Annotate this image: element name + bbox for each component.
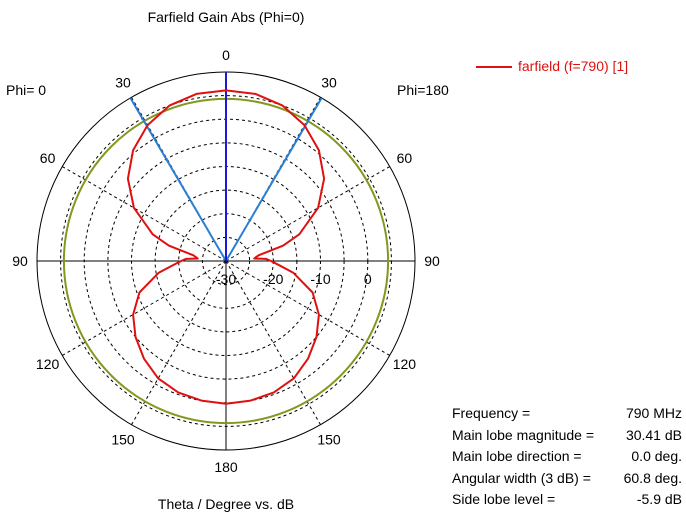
summary-label: Main lobe direction = <box>452 448 582 464</box>
angle-tick-label: 90 <box>12 253 28 269</box>
angle-tick-label: 150 <box>317 431 341 447</box>
grid-spoke <box>62 260 227 356</box>
angle-tick-label: 90 <box>424 253 440 269</box>
angle-tick-label: 60 <box>40 150 56 166</box>
summary-row: Frequency = 790 MHz <box>452 405 682 427</box>
angle-tick-label: 30 <box>321 75 337 91</box>
phi-left-label: Phi= 0 <box>6 82 47 98</box>
summary-value: -5.9 dB <box>636 491 682 507</box>
legend-swatch <box>476 66 512 68</box>
summary-label: Side lobe level = <box>452 491 556 507</box>
grid-spoke <box>131 260 227 425</box>
angle-tick-labels: 0 30 60 90 120 150 180 150 120 90 60 30 <box>12 47 440 475</box>
summary-label: Angular width (3 dB) = <box>452 469 591 486</box>
summary-row: Angular width (3 dB) = 60.8 deg. <box>452 470 682 492</box>
pattern-curve <box>126 89 326 405</box>
summary-row: Side lobe level = -5.9 dB <box>452 491 682 513</box>
radial-tick-label: -30 <box>216 271 236 287</box>
grid-spoke <box>225 260 390 356</box>
grid-circle <box>107 142 345 380</box>
beamwidth-line <box>225 97 323 262</box>
legend-label: farfield (f=790) [1] <box>518 58 629 74</box>
angle-tick-label: 60 <box>397 150 413 166</box>
radial-tick-label: 0 <box>364 271 372 287</box>
angle-tick-label: 180 <box>214 459 238 475</box>
grid-spoke <box>62 166 227 262</box>
summary-value: 0.0 deg. <box>631 448 682 464</box>
summary-row: Main lobe magnitude = 30.41 dB <box>452 427 682 449</box>
grid-spoke <box>225 260 321 425</box>
angle-tick-label: 150 <box>111 431 135 447</box>
chart-title: Farfield Gain Abs (Phi=0) <box>147 9 305 25</box>
radial-tick-label: -10 <box>310 271 330 287</box>
summary-value: 30.41 dB <box>625 426 682 443</box>
summary-row: Main lobe direction = 0.0 deg. <box>452 448 682 470</box>
beamwidth-line <box>129 97 227 262</box>
angle-tick-label: 0 <box>222 47 230 63</box>
angle-tick-label: 30 <box>115 75 131 91</box>
summary-label: Frequency = <box>452 405 531 421</box>
grid-circle <box>154 189 298 333</box>
x-axis-label: Theta / Degree vs. dB <box>157 496 295 512</box>
angle-tick-label: 120 <box>36 356 60 372</box>
grid-circle <box>60 95 392 427</box>
grid-spoke <box>225 166 390 262</box>
summary-panel: Frequency = 790 MHz Main lobe magnitude … <box>452 405 682 513</box>
summary-label: Main lobe magnitude = <box>452 426 595 443</box>
angle-tick-label: 120 <box>393 356 417 372</box>
radial-tick-label: -20 <box>263 271 283 287</box>
phi-right-label: Phi=180 <box>397 82 449 98</box>
plot-area <box>62 72 390 425</box>
summary-value: 60.8 deg. <box>623 469 682 486</box>
summary-value: 790 MHz <box>625 405 682 421</box>
radial-tick-labels: -30 -20 -10 0 <box>216 271 372 287</box>
